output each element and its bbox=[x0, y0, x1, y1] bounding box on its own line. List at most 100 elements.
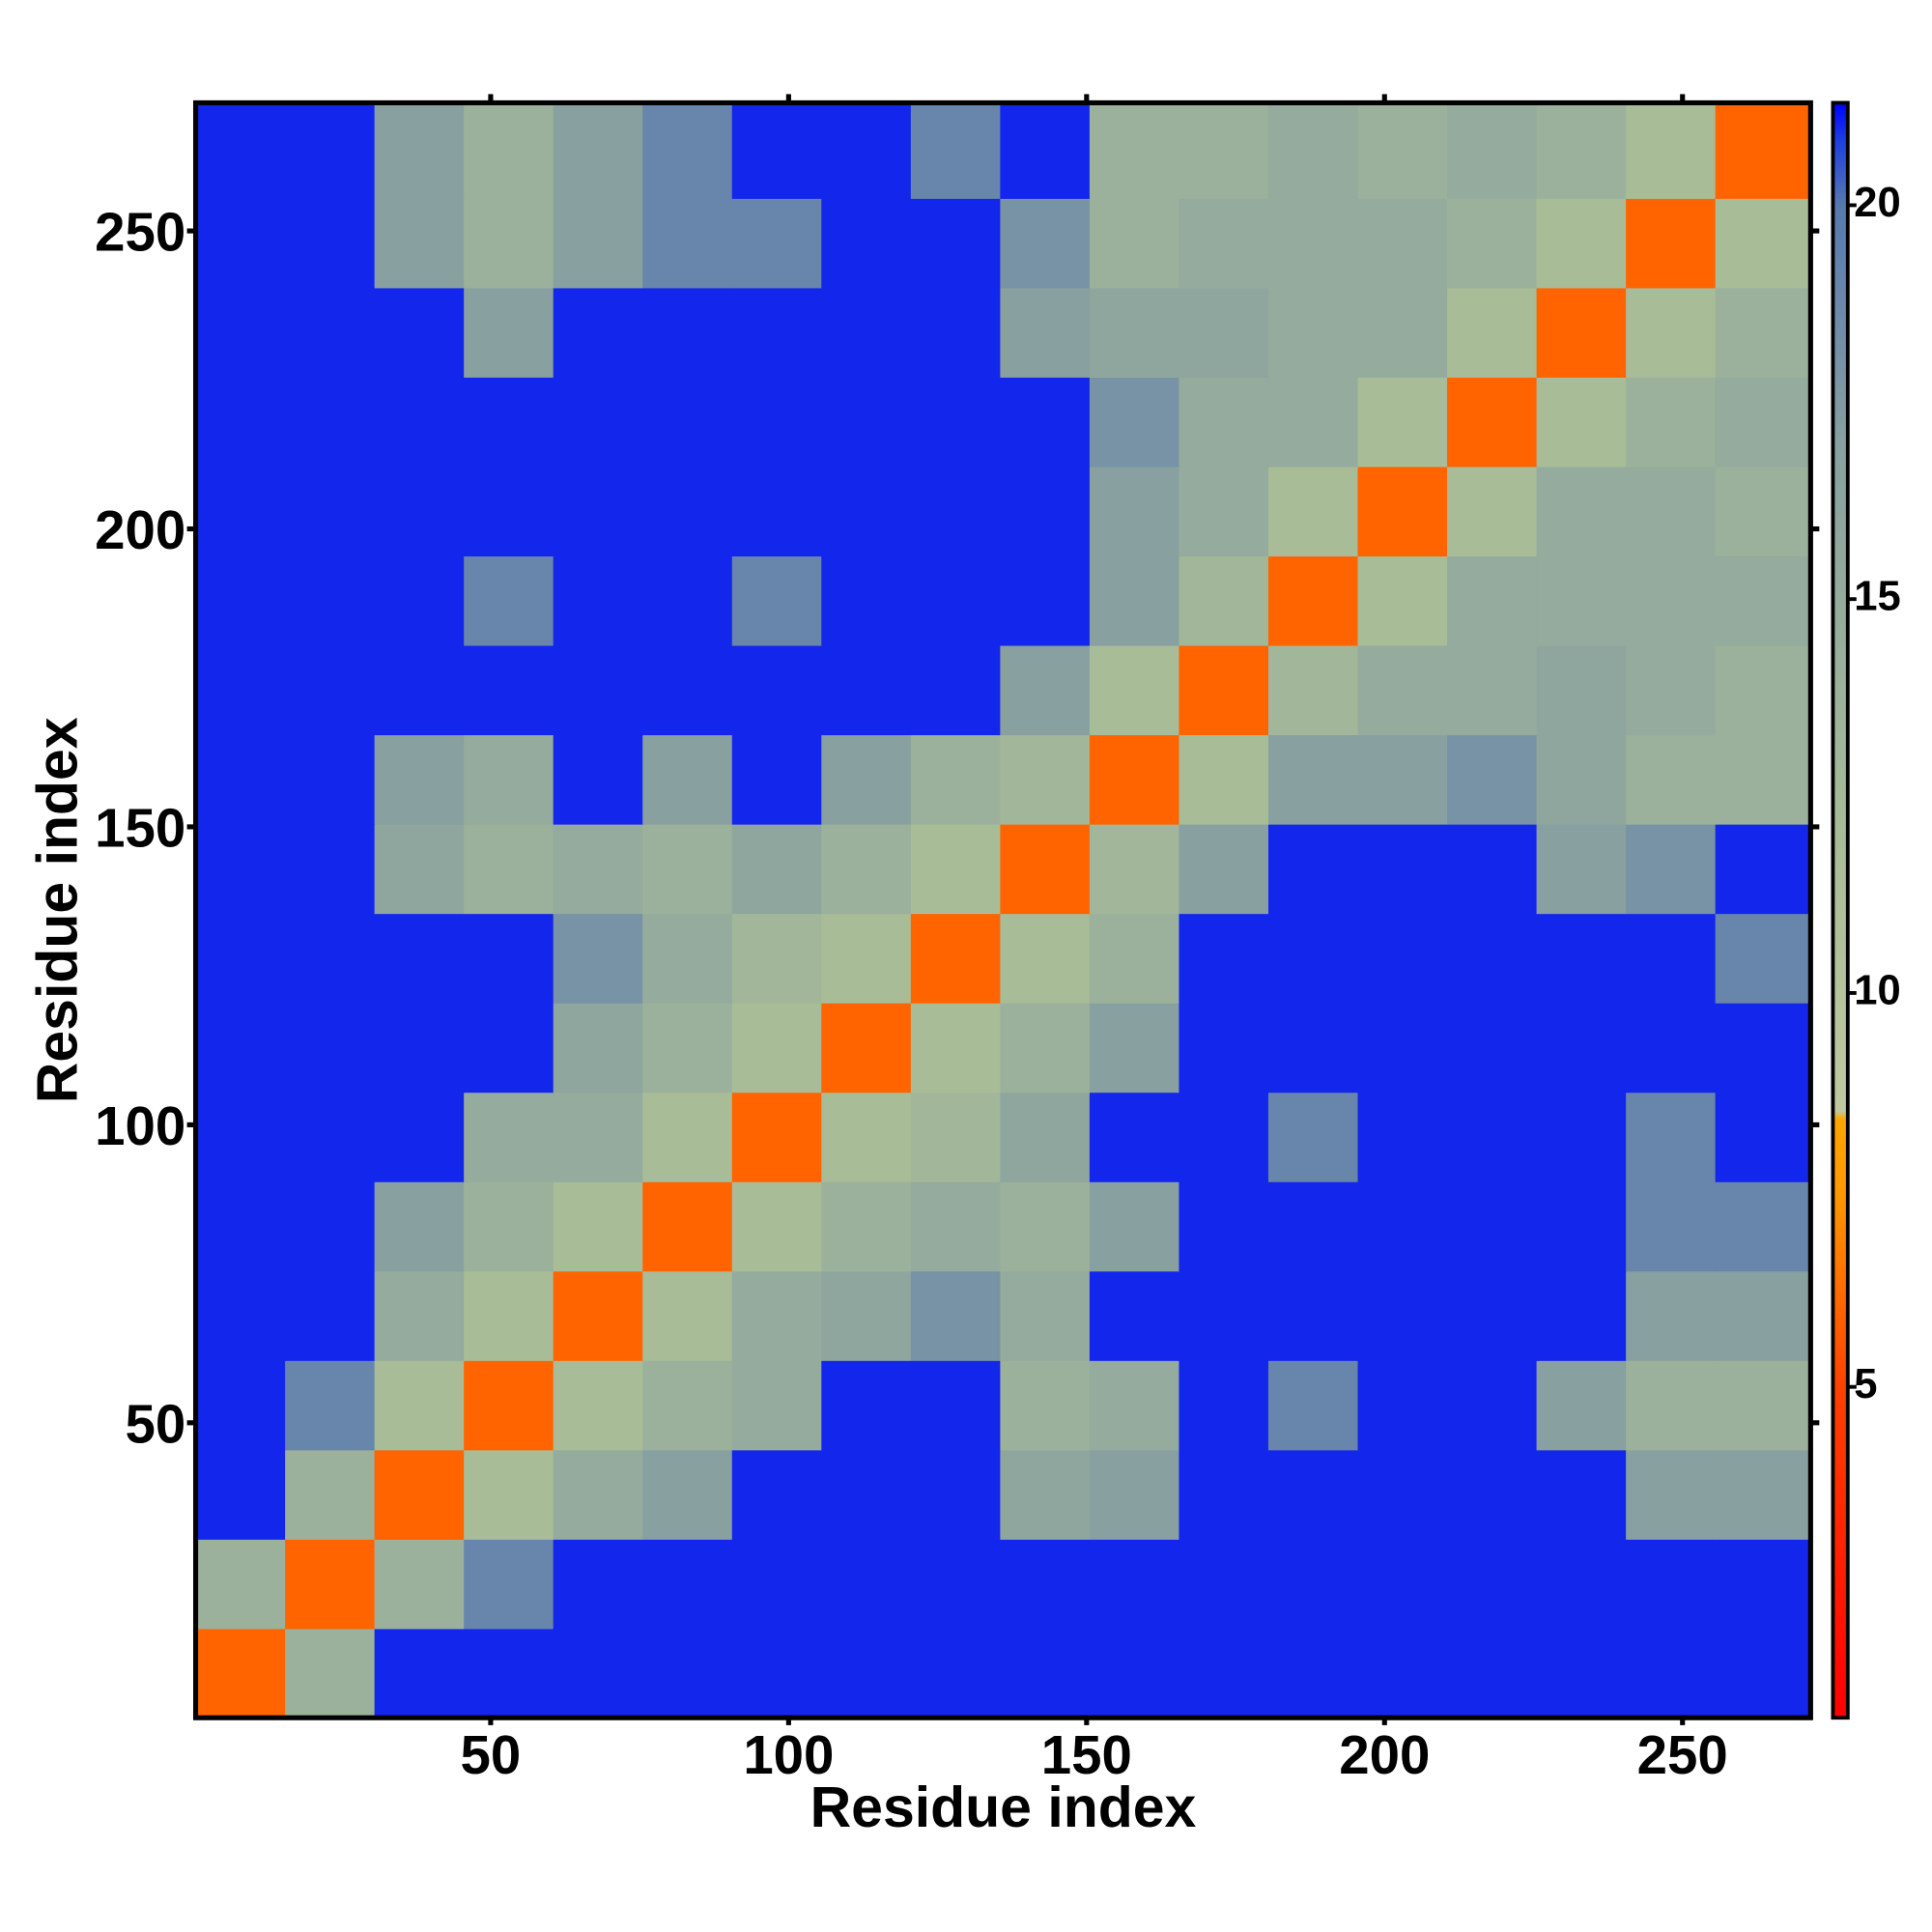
heatmap-cell bbox=[1089, 644, 1180, 736]
heatmap-cell bbox=[1357, 1180, 1448, 1272]
heatmap-cell bbox=[1715, 734, 1812, 825]
heatmap-cell bbox=[910, 823, 1002, 915]
heatmap-cell bbox=[285, 1270, 376, 1361]
heatmap-cell bbox=[1179, 1360, 1269, 1451]
heatmap-cell bbox=[1089, 1180, 1180, 1272]
heatmap-cell bbox=[1179, 1628, 1269, 1719]
heatmap-cell bbox=[1536, 1270, 1627, 1361]
heatmap-cell bbox=[642, 1180, 733, 1272]
heatmap-cell bbox=[1267, 1449, 1359, 1540]
heatmap-cell bbox=[285, 644, 376, 736]
heatmap-cell bbox=[195, 1360, 286, 1451]
heatmap-cell bbox=[1536, 377, 1627, 468]
heatmap-cell bbox=[195, 913, 286, 1004]
heatmap-cell bbox=[1267, 555, 1359, 646]
heatmap-cell bbox=[195, 1449, 286, 1540]
heatmap-cell bbox=[195, 1539, 286, 1630]
heatmap-cell bbox=[910, 466, 1002, 557]
heatmap-cell bbox=[1267, 1002, 1359, 1094]
heatmap-cell bbox=[1089, 102, 1180, 199]
heatmap-cell bbox=[195, 102, 286, 199]
heatmap-cell bbox=[1089, 823, 1180, 915]
heatmap-cell bbox=[1715, 1539, 1812, 1630]
heatmap-cell bbox=[553, 198, 644, 289]
heatmap-cell bbox=[821, 1002, 912, 1094]
heatmap-cell bbox=[464, 198, 554, 289]
heatmap-cell bbox=[374, 823, 465, 915]
heatmap-cell bbox=[1267, 823, 1359, 915]
heatmap-cell bbox=[1089, 1449, 1180, 1540]
heatmap-cell bbox=[1626, 1449, 1717, 1540]
heatmap-cell bbox=[1357, 823, 1448, 915]
heatmap-cell bbox=[1179, 644, 1269, 736]
heatmap-cell bbox=[731, 102, 823, 199]
heatmap-cell bbox=[553, 1360, 644, 1451]
heatmap-cell bbox=[285, 1539, 376, 1630]
heatmap-cell bbox=[553, 377, 644, 468]
heatmap-cell bbox=[1357, 1092, 1448, 1182]
heatmap-cell bbox=[910, 1360, 1002, 1451]
heatmap-cell bbox=[731, 555, 823, 646]
heatmap-cell bbox=[1089, 466, 1180, 557]
y-axis-title: Residue index bbox=[26, 717, 89, 1103]
heatmap-cell bbox=[1357, 913, 1448, 1004]
heatmap-cell bbox=[1000, 198, 1091, 289]
colorbar-tick-label: 20 bbox=[1854, 180, 1900, 226]
heatmap-cell bbox=[821, 644, 912, 736]
heatmap-cell bbox=[642, 555, 733, 646]
x-tick-label: 50 bbox=[461, 1724, 522, 1785]
heatmap-cell bbox=[731, 1539, 823, 1630]
colorbar bbox=[1831, 100, 1850, 1720]
heatmap-cell bbox=[1715, 1002, 1812, 1094]
heatmap-cell bbox=[374, 555, 465, 646]
heatmap-cell bbox=[1447, 1539, 1538, 1630]
heatmap-cell bbox=[1089, 377, 1180, 468]
heatmap-cell bbox=[1000, 1539, 1091, 1630]
heatmap-cell bbox=[1089, 1270, 1180, 1361]
heatmap-cell bbox=[731, 1628, 823, 1719]
heatmap-cell bbox=[1536, 1092, 1627, 1182]
heatmap-cell bbox=[731, 734, 823, 825]
heatmap-cell bbox=[910, 734, 1002, 825]
heatmap-cell bbox=[1626, 287, 1717, 378]
heatmap-cell bbox=[1447, 913, 1538, 1004]
heatmap-cell bbox=[374, 1628, 465, 1719]
heatmap-cell bbox=[553, 1270, 644, 1361]
heatmap-cell bbox=[1179, 823, 1269, 915]
heatmap-cell bbox=[1089, 1092, 1180, 1182]
heatmap-cell bbox=[1536, 734, 1627, 825]
heatmap-cell bbox=[553, 466, 644, 557]
heatmap-cell bbox=[821, 823, 912, 915]
heatmap-cell bbox=[642, 1270, 733, 1361]
heatmap-cell bbox=[1357, 1360, 1448, 1451]
heatmap-cell bbox=[1267, 1092, 1359, 1182]
heatmap-cell bbox=[1447, 555, 1538, 646]
heatmap-cell bbox=[1536, 1360, 1627, 1451]
heatmap-cell bbox=[821, 734, 912, 825]
heatmap-cell bbox=[1626, 823, 1717, 915]
heatmap-cell bbox=[1267, 1539, 1359, 1630]
heatmap-cell bbox=[1626, 644, 1717, 736]
heatmap-cell bbox=[374, 102, 465, 199]
heatmap-cell bbox=[821, 198, 912, 289]
heatmap-cell bbox=[642, 1092, 733, 1182]
heatmap-cell bbox=[1000, 1270, 1091, 1361]
heatmap-cell bbox=[1626, 466, 1717, 557]
heatmap-cell bbox=[464, 1270, 554, 1361]
heatmap-cell bbox=[1626, 1092, 1717, 1182]
heatmap-cell bbox=[1357, 555, 1448, 646]
y-tick-label: 100 bbox=[95, 1095, 185, 1156]
heatmap-cell bbox=[464, 555, 554, 646]
y-tick-label: 200 bbox=[95, 499, 185, 560]
heatmap-cell bbox=[1447, 644, 1538, 736]
heatmap-cell bbox=[1357, 102, 1448, 199]
heatmap-cell bbox=[821, 1539, 912, 1630]
heatmap-cell bbox=[1626, 913, 1717, 1004]
heatmap-cell bbox=[1089, 555, 1180, 646]
heatmap-cell bbox=[1000, 1180, 1091, 1272]
heatmap-cell bbox=[1536, 1449, 1627, 1540]
heatmap-cell bbox=[464, 102, 554, 199]
heatmap-cell bbox=[195, 1628, 286, 1719]
heatmap-cell bbox=[195, 198, 286, 289]
